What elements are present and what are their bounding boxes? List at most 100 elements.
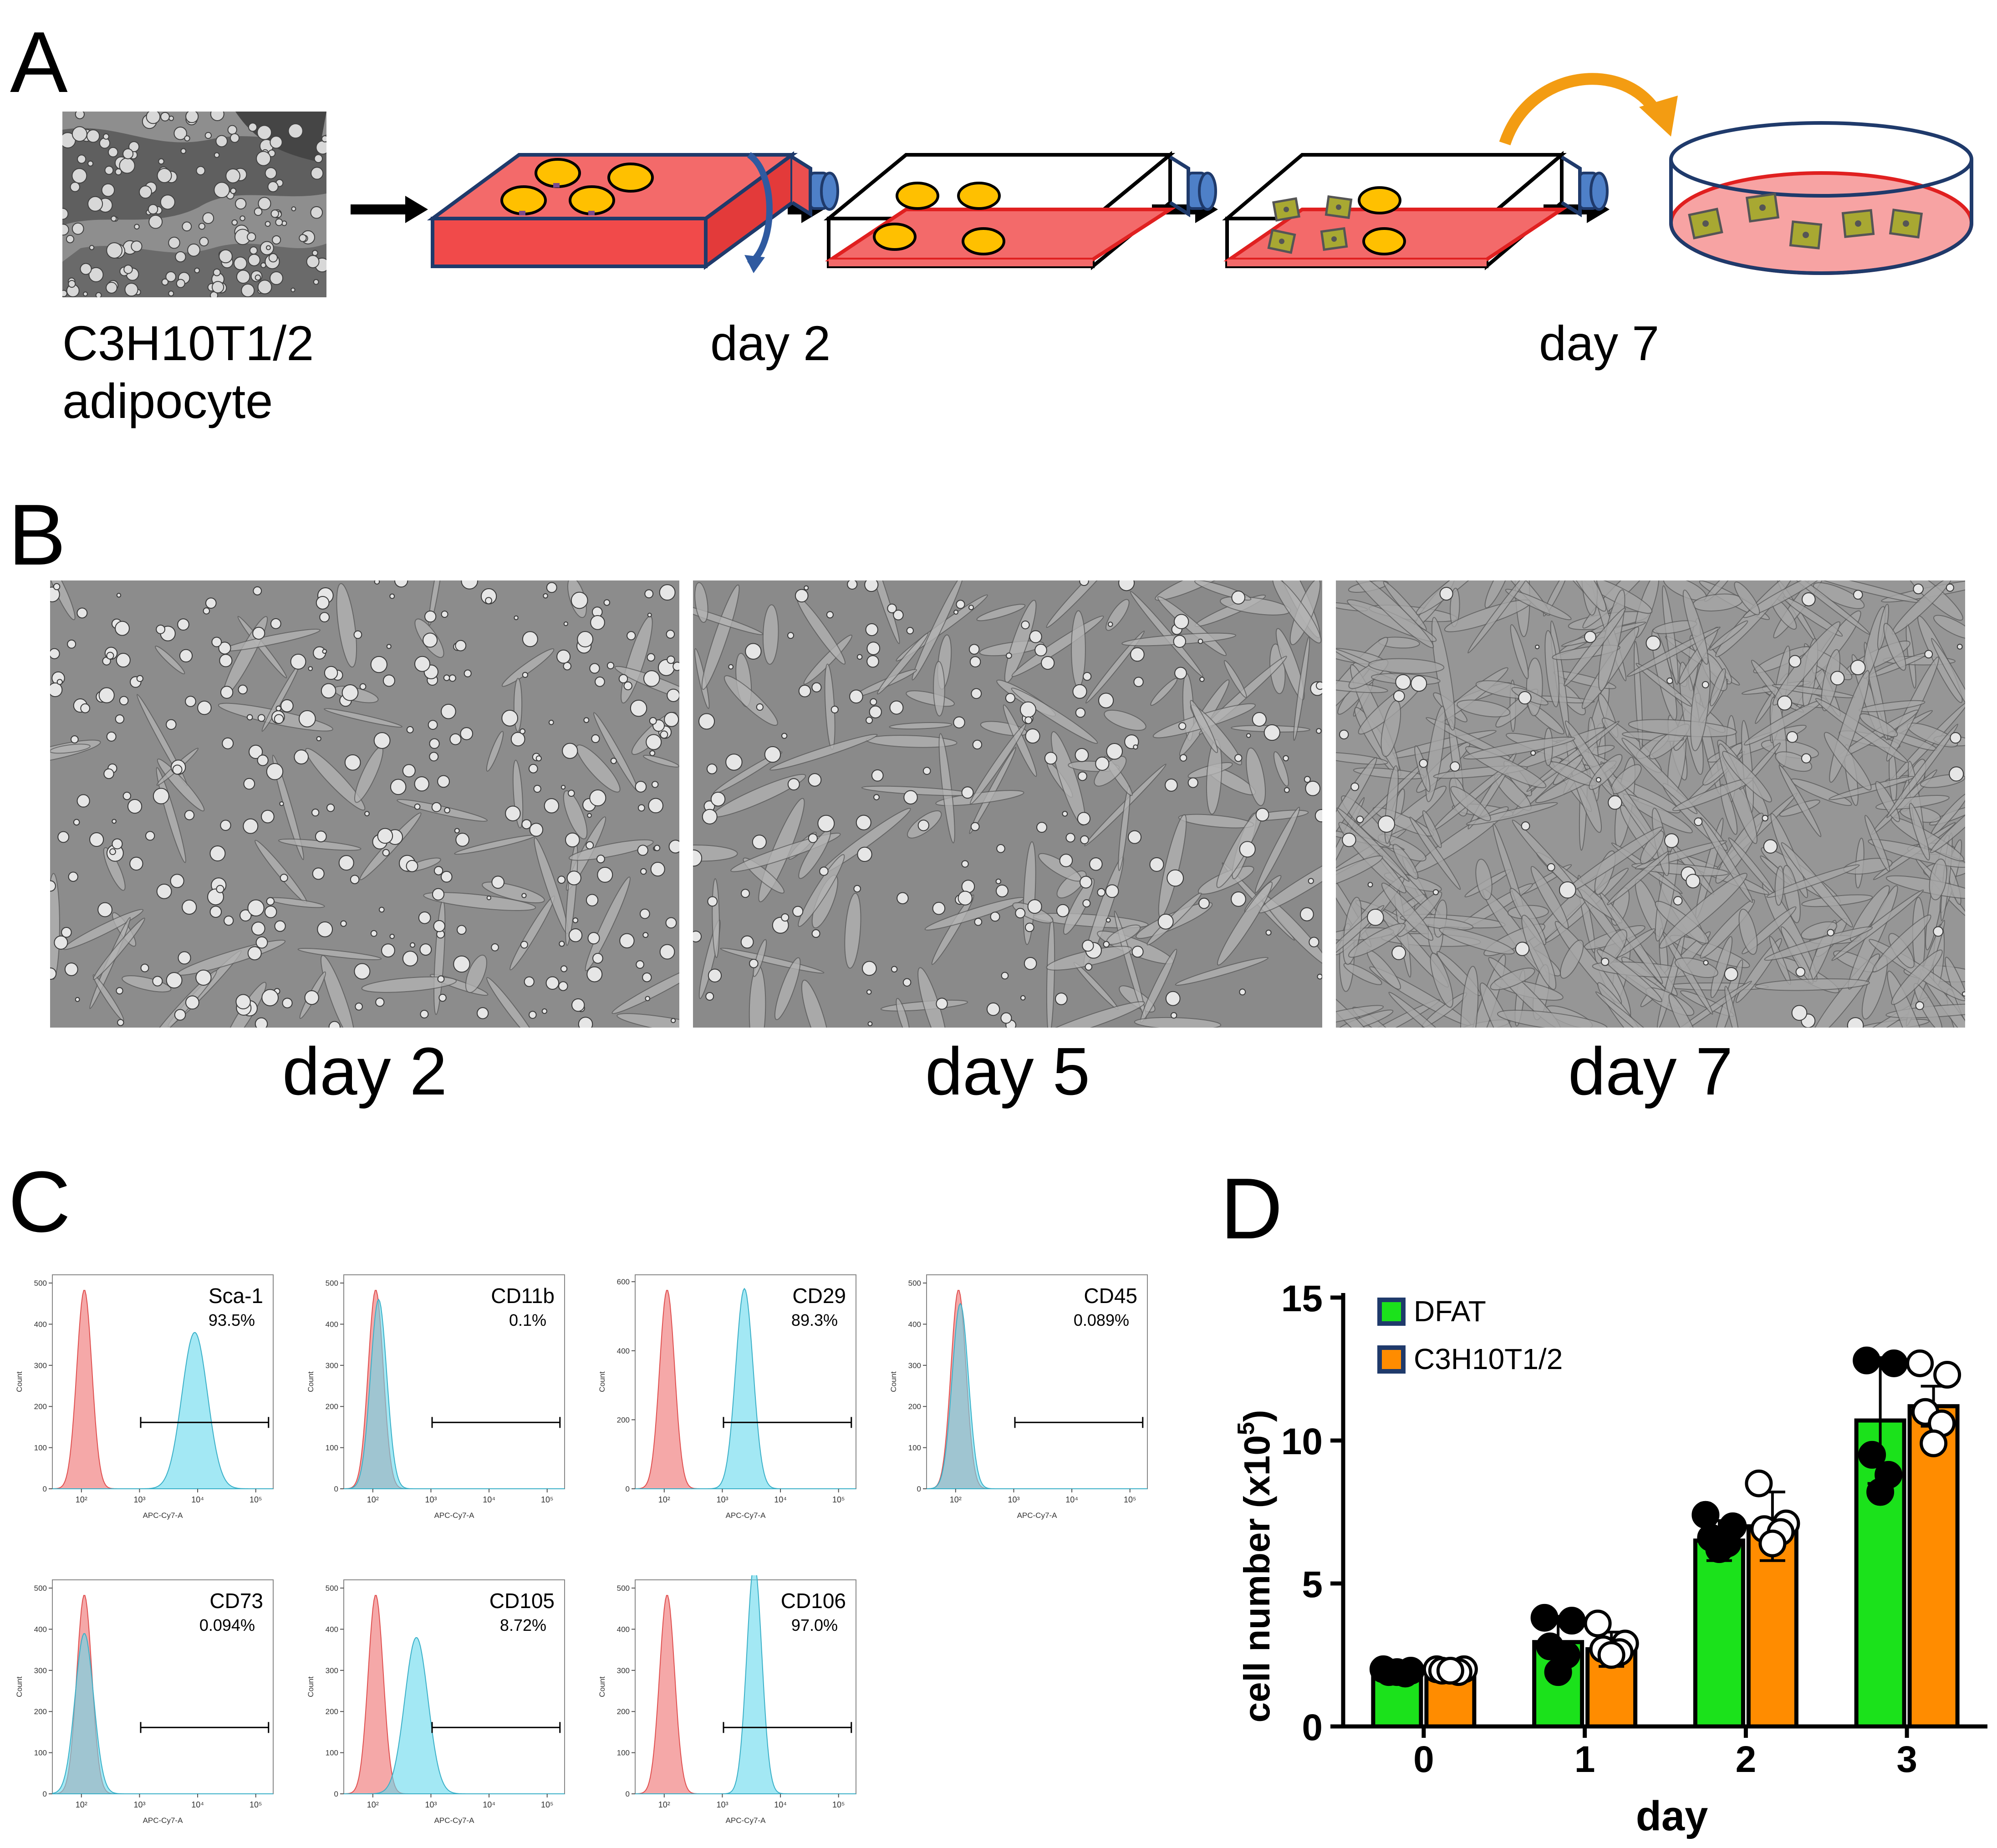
transfer-arrow-icon bbox=[1499, 73, 1663, 146]
x-tick-label: 10² bbox=[658, 1800, 670, 1809]
y-tick-label: 400 bbox=[326, 1625, 338, 1634]
x-tick-label: 10⁴ bbox=[483, 1800, 495, 1809]
panel-d-letter: D bbox=[1220, 1161, 1283, 1257]
micrograph-cells bbox=[50, 580, 679, 1028]
x-tick-label: 10³ bbox=[425, 1800, 437, 1809]
data-point bbox=[1858, 1441, 1886, 1469]
marker-name: Sca-1 bbox=[209, 1284, 263, 1308]
marker-percent: 89.3% bbox=[791, 1311, 838, 1329]
x-tick-label: 10⁴ bbox=[1065, 1495, 1078, 1504]
x-axis-label: APC-Cy7-A bbox=[726, 1511, 766, 1520]
micrograph-cells bbox=[1336, 580, 1965, 1028]
y-tick-label: 400 bbox=[34, 1320, 47, 1329]
step-label-day2: day 2 bbox=[710, 316, 831, 371]
y-tick-label: 200 bbox=[617, 1707, 630, 1716]
y-tick-label: 100 bbox=[34, 1749, 47, 1757]
data-point bbox=[1584, 1609, 1612, 1638]
y-tick-label: 0 bbox=[626, 1485, 630, 1493]
y-axis-label: Count bbox=[889, 1371, 898, 1392]
x-tick-label: 10⁴ bbox=[774, 1800, 787, 1809]
x-tick-label: 10⁴ bbox=[774, 1495, 787, 1504]
x-tick-label: 3 bbox=[1896, 1739, 1917, 1780]
marker-name: CD106 bbox=[781, 1589, 846, 1613]
stained-histogram bbox=[343, 1298, 565, 1489]
caption-day5: day 5 bbox=[925, 1034, 1090, 1109]
stained-histogram bbox=[926, 1303, 1147, 1489]
panel-c-letter: C bbox=[8, 1154, 71, 1250]
stained-histogram bbox=[52, 1332, 273, 1489]
y-tick-label: 500 bbox=[34, 1584, 47, 1593]
y-tick-label: 400 bbox=[34, 1625, 47, 1634]
y-tick-label: 0 bbox=[334, 1485, 338, 1493]
marker-name: CD105 bbox=[489, 1589, 555, 1613]
histogram-cd11b: 0 100 200 300 400 500 10² 10³ 10⁴ 10⁵ APC-Cy7-A Cou… bbox=[301, 1270, 574, 1525]
data-point bbox=[1544, 1658, 1572, 1686]
x-tick-label: 10³ bbox=[1008, 1495, 1019, 1504]
x-axis-title: day bbox=[1636, 1793, 1708, 1839]
y-axis-label: Count bbox=[598, 1371, 606, 1392]
data-point bbox=[1436, 1657, 1464, 1685]
y-tick-label: 15 bbox=[1281, 1278, 1323, 1319]
adipocyte-micrograph bbox=[62, 112, 326, 297]
stained-histogram bbox=[635, 1575, 856, 1794]
y-tick-label: 300 bbox=[34, 1666, 47, 1675]
marker-percent: 97.0% bbox=[791, 1616, 838, 1634]
y-tick-label: 200 bbox=[34, 1707, 47, 1716]
y-tick-label: 100 bbox=[34, 1444, 47, 1452]
step-label-day7: day 7 bbox=[1539, 316, 1660, 371]
bar-dfat-day2 bbox=[1693, 1538, 1745, 1729]
y-tick-label: 5 bbox=[1302, 1564, 1323, 1605]
x-axis-label: APC-Cy7-A bbox=[434, 1816, 475, 1825]
x-tick-label: 10² bbox=[658, 1495, 670, 1504]
y-tick-label: 100 bbox=[908, 1444, 921, 1452]
x-tick-label: 10³ bbox=[133, 1800, 145, 1809]
x-tick-label: 10⁵ bbox=[541, 1800, 553, 1809]
data-point bbox=[1597, 1641, 1625, 1669]
y-tick-label: 500 bbox=[326, 1584, 338, 1593]
x-tick-label: 10² bbox=[950, 1495, 962, 1504]
stained-histogram bbox=[344, 1637, 565, 1794]
y-tick-label: 200 bbox=[326, 1707, 338, 1716]
data-point bbox=[1920, 1429, 1948, 1457]
bar-c3h10t12-day3 bbox=[1907, 1404, 1960, 1729]
positive-gate bbox=[140, 1722, 270, 1733]
y-tick-label: 600 bbox=[617, 1278, 630, 1286]
marker-name: CD73 bbox=[209, 1589, 263, 1613]
panel-b-letter: B bbox=[8, 487, 66, 583]
flip-arrow-icon bbox=[747, 152, 773, 267]
y-tick-label: 100 bbox=[326, 1444, 338, 1452]
legend-swatch-c3h bbox=[1377, 1345, 1406, 1374]
y-axis-label: Count bbox=[15, 1676, 24, 1697]
chart-legend: DFAT C3H10T1/2 bbox=[1377, 1295, 1563, 1375]
stained-histogram bbox=[52, 1633, 273, 1794]
x-axis-label: APC-Cy7-A bbox=[434, 1511, 475, 1520]
adipocyte-label-line1: C3H10T1/2 bbox=[62, 316, 314, 371]
y-tick-label: 500 bbox=[34, 1279, 47, 1288]
x-tick-label: 10⁵ bbox=[1124, 1495, 1136, 1504]
y-axis-label: Count bbox=[15, 1371, 24, 1392]
y-tick-label: 200 bbox=[617, 1415, 630, 1424]
panel-a-schematic bbox=[351, 73, 1973, 275]
flask-full-icon bbox=[427, 151, 839, 270]
histogram-cd106: 0 100 200 300 400 500 10² 10³ 10⁴ 10⁵ APC-Cy7-A Cou… bbox=[592, 1575, 865, 1830]
y-tick-label: 0 bbox=[43, 1485, 47, 1493]
y-axis-label: Count bbox=[306, 1371, 315, 1392]
adipocyte-label: C3H10T1/2 adipocyte bbox=[62, 314, 314, 430]
x-tick-label: 10⁴ bbox=[191, 1800, 204, 1809]
histogram-cd73: 0 100 200 300 400 500 10² 10³ 10⁴ 10⁵ APC-Cy7-A Cou… bbox=[9, 1575, 282, 1830]
data-point bbox=[1383, 1658, 1411, 1686]
y-tick-label: 300 bbox=[908, 1361, 921, 1370]
y-tick-label: 0 bbox=[917, 1485, 921, 1493]
x-tick-label: 10² bbox=[367, 1800, 379, 1809]
x-tick-label: 0 bbox=[1413, 1739, 1434, 1780]
data-point bbox=[1933, 1361, 1961, 1389]
x-tick-label: 10⁵ bbox=[832, 1800, 845, 1809]
x-tick-label: 10⁴ bbox=[483, 1495, 495, 1504]
y-tick-label: 100 bbox=[617, 1749, 630, 1757]
x-tick-label: 10³ bbox=[425, 1495, 437, 1504]
y-tick-label: 0 bbox=[1302, 1707, 1323, 1748]
x-tick-label: 10³ bbox=[716, 1800, 728, 1809]
y-tick-label: 300 bbox=[617, 1666, 630, 1675]
data-point bbox=[1745, 1469, 1773, 1497]
x-tick-label: 10² bbox=[367, 1495, 379, 1504]
